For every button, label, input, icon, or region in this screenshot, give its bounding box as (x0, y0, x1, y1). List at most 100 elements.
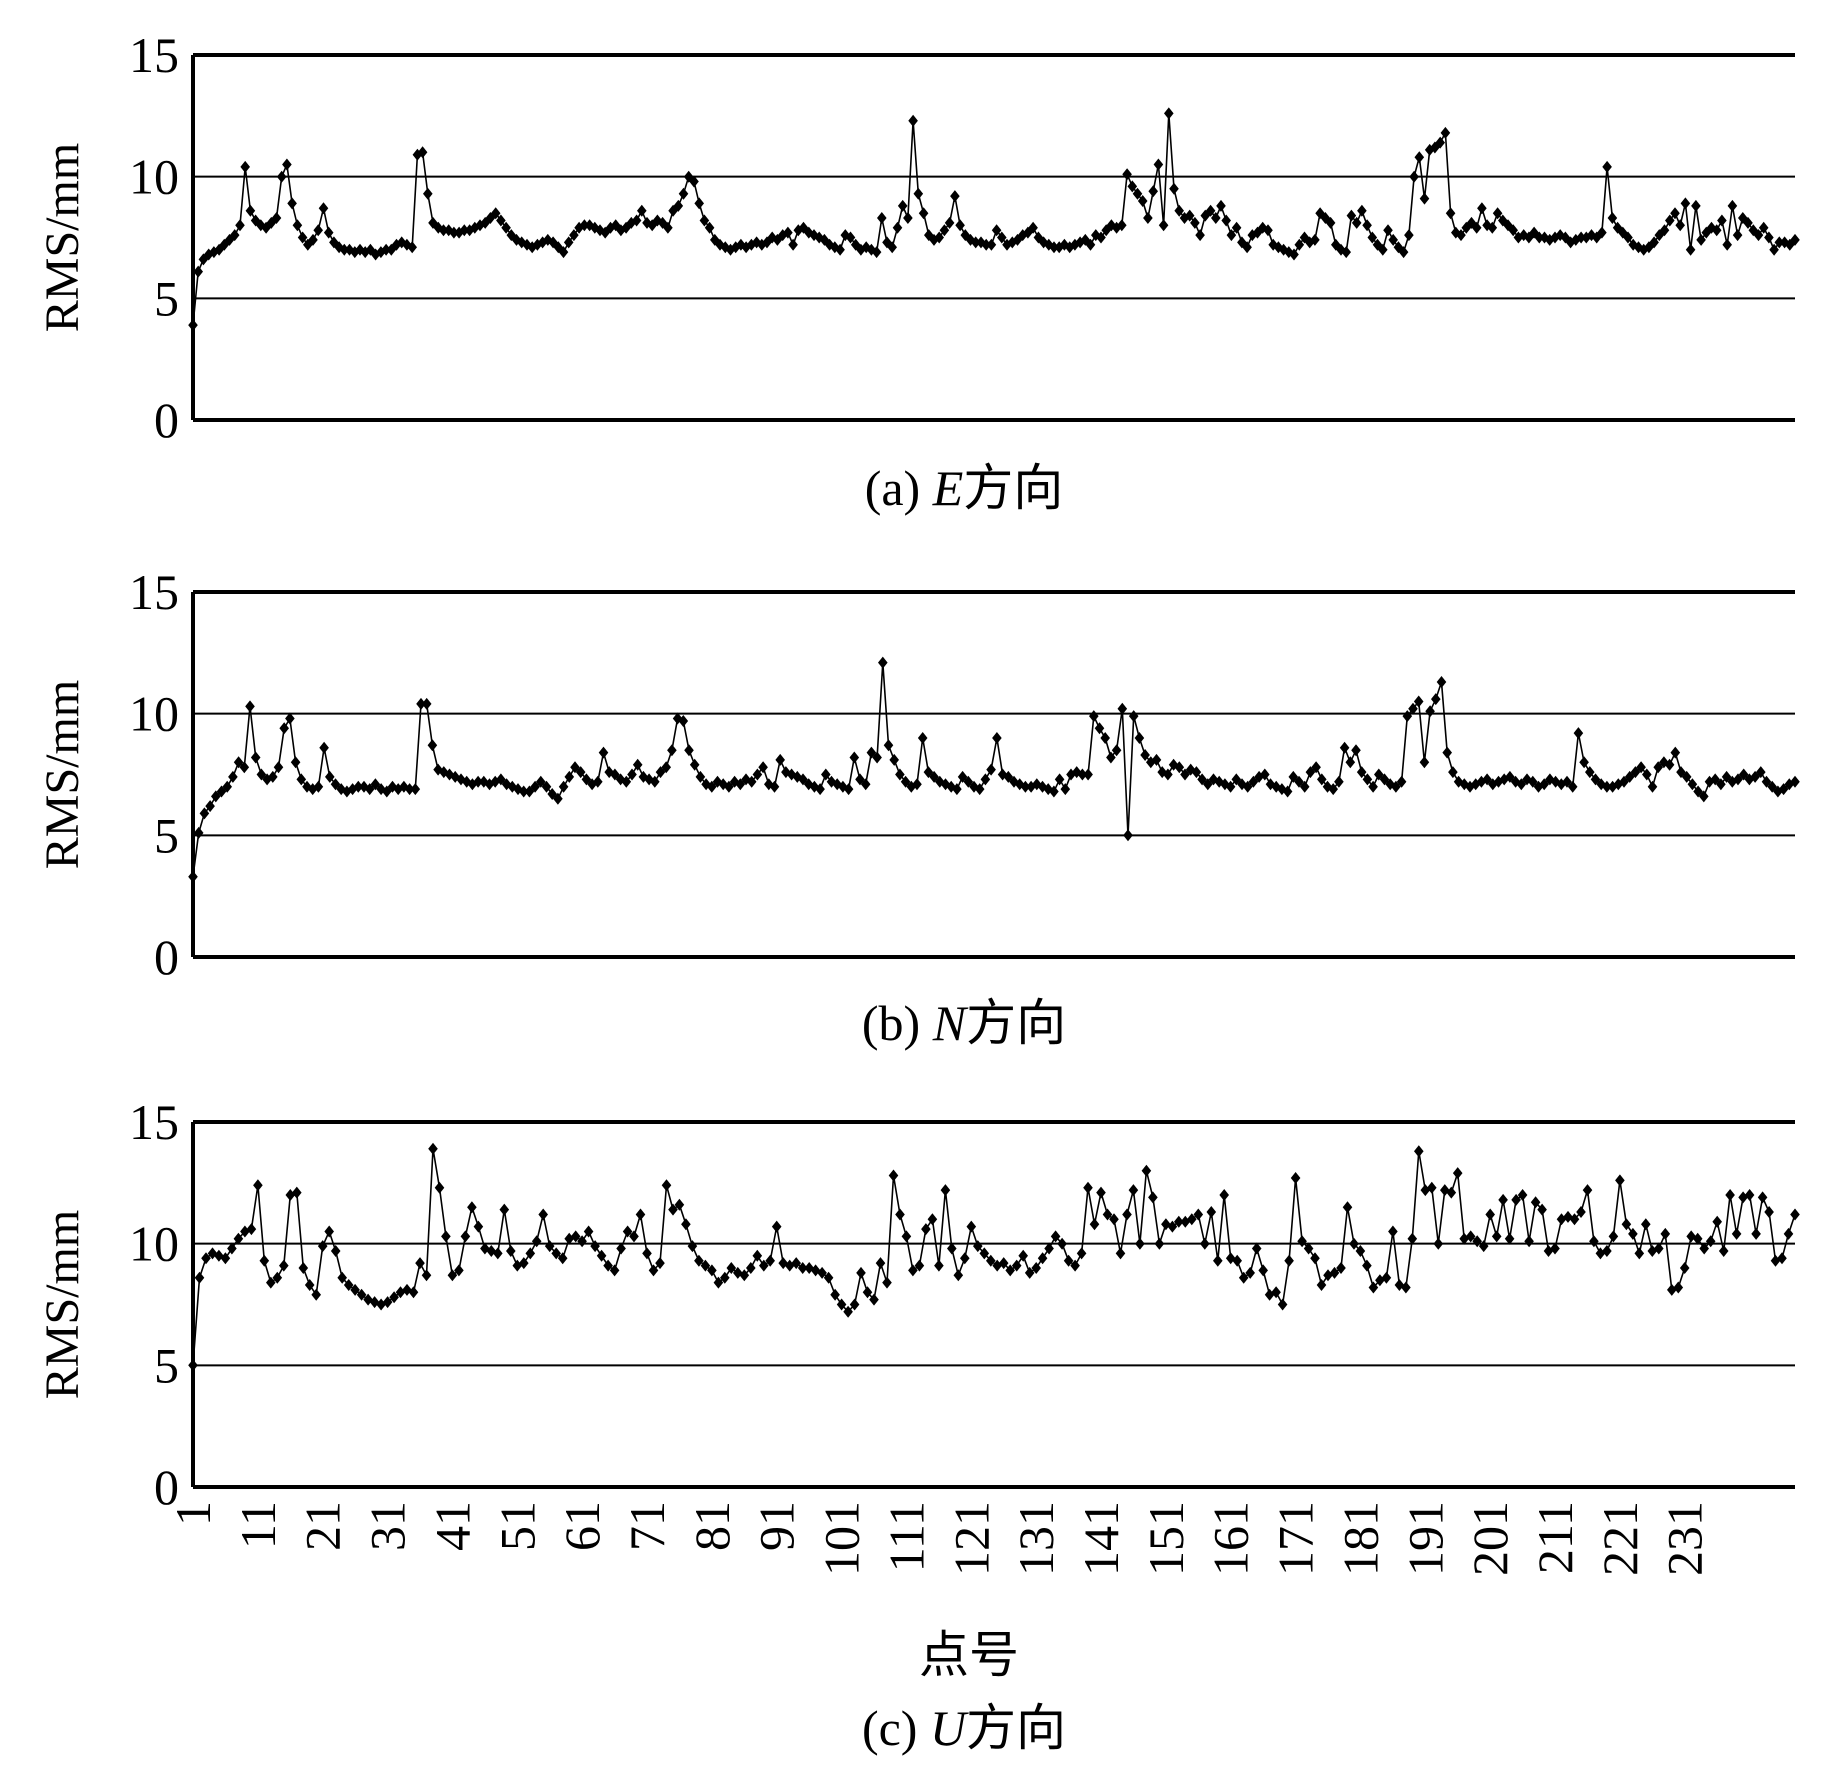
data-point (473, 775, 483, 788)
x-tick-label: 21 (295, 1501, 351, 1551)
data-point (271, 212, 282, 224)
data-point (835, 243, 845, 256)
data-point (376, 246, 386, 259)
data-point (1342, 1201, 1353, 1214)
data-point (593, 775, 603, 788)
data-point (969, 780, 979, 793)
data-point (752, 1249, 763, 1262)
data-point (1431, 693, 1441, 706)
data-point (1576, 1206, 1586, 1218)
data-point (577, 1235, 587, 1248)
data-point (1407, 1232, 1418, 1245)
data-point (849, 1298, 860, 1311)
y-tick-label: 5 (154, 807, 179, 863)
data-point (1251, 1242, 1262, 1255)
data-point (629, 1230, 639, 1243)
data-point (809, 229, 819, 242)
data-point (1427, 1181, 1437, 1194)
data-point (1089, 710, 1099, 723)
data-point (1111, 744, 1122, 757)
data-point (1465, 1230, 1476, 1243)
data-point (1491, 1230, 1502, 1243)
data-point (1076, 1247, 1087, 1260)
data-point (544, 1240, 555, 1253)
data-point (1123, 829, 1133, 842)
data-point (1725, 1189, 1735, 1201)
data-point (1409, 170, 1419, 183)
data-point (467, 1201, 477, 1214)
data-point (1180, 768, 1190, 781)
data-point (986, 1254, 996, 1267)
data-point (415, 1257, 425, 1270)
data-point (454, 1264, 464, 1277)
data-point (1634, 1247, 1645, 1260)
data-point (1649, 236, 1659, 249)
data-point (421, 697, 432, 710)
data-point (1440, 126, 1451, 139)
data-point (823, 1271, 834, 1284)
data-point (1478, 1240, 1489, 1253)
data-point (1005, 1264, 1015, 1277)
data-point (609, 1264, 620, 1277)
data-point (1691, 199, 1701, 212)
x-tick-label: 31 (360, 1501, 416, 1551)
x-tick-label: 61 (554, 1501, 610, 1551)
data-point (1712, 1215, 1722, 1228)
data-point (648, 1264, 659, 1277)
data-point (250, 751, 261, 764)
data-point (350, 1283, 360, 1296)
data-point (490, 207, 501, 220)
data-point (929, 233, 939, 246)
data-point (1245, 1266, 1255, 1279)
data-point (976, 236, 986, 249)
data-point (650, 775, 660, 788)
data-point (496, 214, 506, 227)
data-point (1341, 246, 1351, 259)
data-point (875, 1257, 886, 1270)
data-point (1687, 778, 1698, 791)
data-point (519, 1257, 529, 1270)
data-point (330, 1245, 341, 1257)
data-point (1446, 1186, 1457, 1199)
data-point (1282, 785, 1293, 798)
data-point (1774, 236, 1785, 249)
data-point (1137, 195, 1148, 207)
data-point (929, 770, 939, 783)
data-point (1128, 1184, 1139, 1197)
data-point (908, 1264, 918, 1277)
data-point (292, 219, 303, 232)
data-point (1705, 1235, 1716, 1248)
data-point (1582, 1184, 1593, 1197)
data-point (927, 1213, 938, 1226)
data-point (325, 770, 335, 783)
data-point (1216, 199, 1226, 212)
data-point (845, 231, 856, 244)
data-point (1659, 224, 1670, 237)
data-point (843, 783, 854, 796)
data-point (193, 265, 203, 278)
data-point (1679, 1262, 1690, 1274)
data-point (1226, 229, 1237, 242)
data-point (337, 1271, 347, 1284)
data-point (1263, 224, 1273, 237)
data-point (1401, 1281, 1411, 1294)
data-point (1003, 770, 1014, 783)
data-point (1471, 221, 1482, 234)
data-point (1258, 1264, 1268, 1277)
data-point (1154, 1237, 1165, 1250)
data-point (1362, 773, 1373, 786)
x-tick-label: 121 (943, 1501, 999, 1576)
data-point (1642, 768, 1652, 781)
data-point (1508, 224, 1518, 237)
data-point (715, 238, 725, 251)
data-point (998, 1257, 1009, 1270)
data-point (986, 238, 997, 251)
data-point (1148, 1191, 1158, 1204)
data-point (1445, 207, 1456, 220)
data-point (1693, 785, 1703, 798)
data-point (1362, 219, 1372, 232)
y-axis-label: RMS/mm (36, 680, 89, 869)
data-point (674, 1198, 685, 1211)
data-point (913, 187, 924, 200)
data-point (188, 319, 198, 332)
